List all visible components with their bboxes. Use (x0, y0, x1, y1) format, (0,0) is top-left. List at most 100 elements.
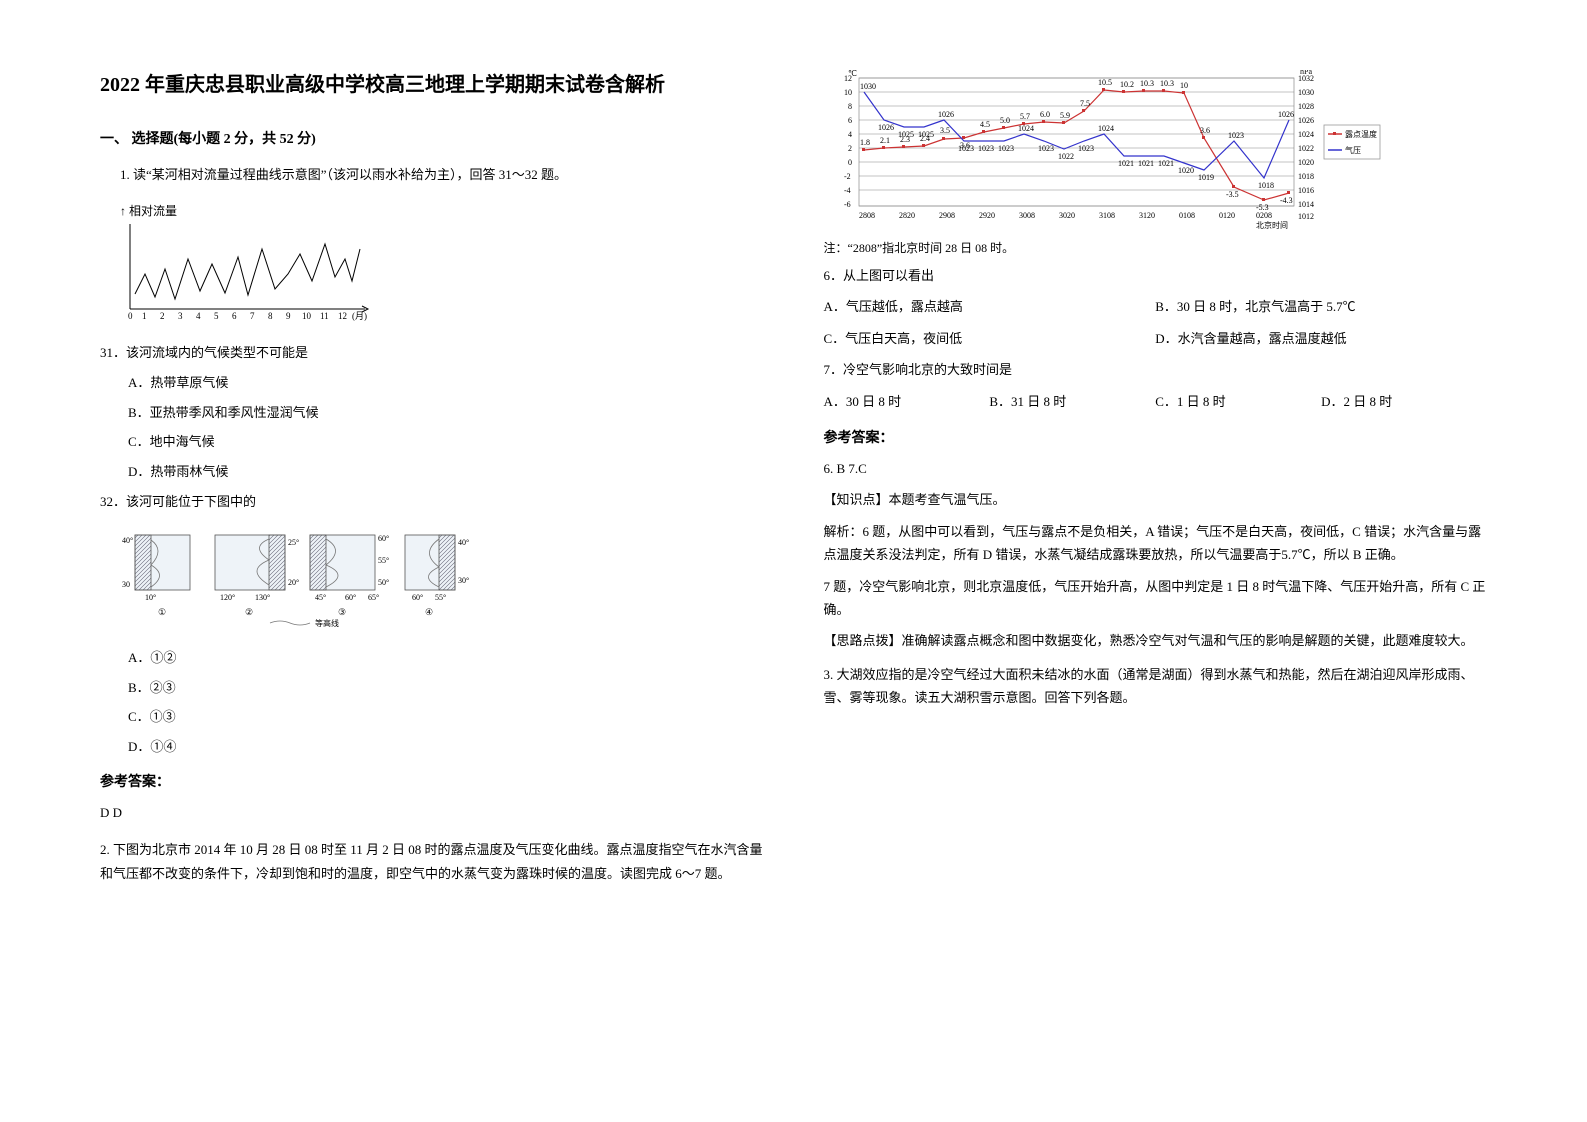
svg-text:1020: 1020 (1178, 166, 1194, 175)
svg-text:1021: 1021 (1118, 159, 1134, 168)
svg-text:2: 2 (160, 311, 165, 321)
svg-text:1.8: 1.8 (860, 138, 870, 147)
q31-B: B．亚热带季风和季风性湿润气候 (128, 401, 764, 424)
q2-answer-head: 参考答案： (824, 427, 1488, 447)
svg-text:60°: 60° (412, 593, 423, 602)
svg-text:4.5: 4.5 (980, 120, 990, 129)
svg-text:1024: 1024 (1018, 124, 1034, 133)
q1-answer-body: D D (100, 801, 764, 824)
svg-text:10.5: 10.5 (1098, 78, 1112, 87)
svg-text:10: 10 (302, 311, 312, 321)
svg-text:0208: 0208 (1256, 211, 1272, 220)
q1-stem: 1. 读“某河相对流量过程曲线示意图”（该河以雨水补给为主），回答 31～32 … (120, 164, 764, 186)
svg-text:9: 9 (286, 311, 291, 321)
svg-text:7: 7 (250, 311, 255, 321)
svg-text:10: 10 (1180, 81, 1188, 90)
svg-text:1026: 1026 (938, 110, 954, 119)
svg-text:1023: 1023 (1038, 144, 1054, 153)
q6-D: D．水汽含量越高，露点温度越低 (1155, 327, 1487, 350)
q2-kp: 【知识点】本题考查气温气压。 (824, 488, 1488, 511)
q32-D: D．①④ (128, 735, 764, 758)
q2-exp1: 解析：6 题，从图中可以看到，气压与露点不是负相关，A 错误；气压不是白天高，夜… (824, 520, 1488, 567)
q1-fig-ylabel-text: 相对流量 (129, 204, 177, 218)
svg-text:1028: 1028 (1298, 102, 1314, 111)
q1-fig-ylabel: ↑ 相对流量 (120, 202, 764, 219)
svg-text:℃: ℃ (848, 70, 857, 78)
q32-A: A．①② (128, 646, 764, 669)
svg-text:1022: 1022 (1298, 144, 1314, 153)
svg-text:hPa: hPa (1300, 70, 1312, 76)
svg-text:-2: -2 (844, 172, 851, 181)
svg-text:1030: 1030 (1298, 88, 1314, 97)
svg-text:50°: 50° (378, 578, 389, 587)
svg-text:1020: 1020 (1298, 158, 1314, 167)
svg-text:4: 4 (196, 311, 201, 321)
svg-text:3108: 3108 (1099, 211, 1115, 220)
q7-D: D．2 日 8 时 (1321, 390, 1487, 413)
svg-text:②: ② (245, 607, 253, 617)
q32-B: B．②③ (128, 676, 764, 699)
svg-text:3: 3 (178, 311, 183, 321)
q6-row2: C．气压白天高，夜间低 D．水汽含量越高，露点温度越低 (824, 327, 1488, 350)
svg-text:3.6: 3.6 (1200, 126, 1210, 135)
q6-B: B．30 日 8 时，北京气温高于 5.7℃ (1155, 295, 1487, 318)
svg-text:1012: 1012 (1298, 212, 1314, 221)
svg-text:1023: 1023 (1228, 131, 1244, 140)
svg-text:1: 1 (142, 311, 147, 321)
svg-text:0108: 0108 (1179, 211, 1195, 220)
q7-C: C．1 日 8 时 (1155, 390, 1321, 413)
q31-text: 31．该河流域内的气候类型不可能是 (100, 341, 764, 364)
svg-text:11: 11 (320, 311, 329, 321)
svg-text:55°: 55° (378, 556, 389, 565)
svg-text:1023: 1023 (958, 144, 974, 153)
svg-text:气压: 气压 (1345, 145, 1361, 155)
svg-text:5.9: 5.9 (1060, 111, 1070, 120)
svg-text:60°: 60° (378, 534, 389, 543)
svg-text:1023: 1023 (998, 144, 1014, 153)
q2-answer-line: 6. B 7.C (824, 457, 1488, 480)
q2-note: 注：“2808”指北京时间 28 日 08 时。 (824, 239, 1488, 256)
svg-text:7.5: 7.5 (1080, 99, 1090, 108)
svg-text:1024: 1024 (1098, 124, 1114, 133)
svg-text:130°: 130° (255, 593, 270, 602)
q7-B: B．31 日 8 时 (989, 390, 1155, 413)
svg-text:1026: 1026 (1278, 110, 1294, 119)
svg-text:-4: -4 (844, 186, 851, 195)
svg-text:6: 6 (232, 311, 237, 321)
svg-text:20°: 20° (288, 578, 299, 587)
q31-A: A．热带草原气候 (128, 371, 764, 394)
svg-text:6: 6 (848, 116, 852, 125)
beijing-chart: 12 10 8 6 4 2 0 -2 -4 -6 ℃ 1032 1030 102… (824, 70, 1384, 235)
q1-figure: ↑ 相对流量 0 1 2 3 4 5 6 7 8 9 10 11 12 (月) (120, 200, 764, 329)
svg-text:2908: 2908 (939, 211, 955, 220)
q32-C: C．①③ (128, 705, 764, 728)
q1-answer-head: 参考答案： (100, 771, 764, 791)
svg-text:40°: 40° (458, 538, 469, 547)
svg-text:1016: 1016 (1298, 186, 1314, 195)
q32-map-svg: 40° 30 10° 25° 20° 120° 130° 60° 55° 50°… (120, 525, 480, 635)
svg-text:120°: 120° (220, 593, 235, 602)
svg-text:2920: 2920 (979, 211, 995, 220)
svg-text:10.3: 10.3 (1140, 79, 1154, 88)
left-column: 2022 年重庆忠县职业高级中学校高三地理上学期期末试卷含解析 一、 选择题(每… (100, 70, 764, 1082)
svg-text:-3.5: -3.5 (1226, 190, 1239, 199)
svg-text:2808: 2808 (859, 211, 875, 220)
svg-text:-4.3: -4.3 (1280, 196, 1293, 205)
svg-text:露点温度: 露点温度 (1345, 129, 1377, 139)
q6-text: 6．从上图可以看出 (824, 264, 1488, 287)
q32-text: 32．该河可能位于下图中的 (100, 490, 764, 513)
q6-row1: A．气压越低，露点越高 B．30 日 8 时，北京气温高于 5.7℃ (824, 295, 1488, 318)
q3-stem: 3. 大湖效应指的是冷空气经过大面积未结冰的水面（通常是湖面）得到水蒸气和热能，… (824, 663, 1488, 710)
svg-text:55°: 55° (435, 593, 446, 602)
q7-text: 7．冷空气影响北京的大致时间是 (824, 358, 1488, 381)
svg-text:1018: 1018 (1298, 172, 1314, 181)
q6-C: C．气压白天高，夜间低 (824, 327, 1156, 350)
svg-text:2820: 2820 (899, 211, 915, 220)
svg-text:10.2: 10.2 (1120, 80, 1134, 89)
svg-text:1030: 1030 (860, 82, 876, 91)
svg-text:1022: 1022 (1058, 152, 1074, 161)
svg-text:1021: 1021 (1158, 159, 1174, 168)
svg-text:1026: 1026 (878, 123, 894, 132)
svg-text:1026: 1026 (1298, 116, 1314, 125)
svg-text:10: 10 (844, 88, 852, 97)
